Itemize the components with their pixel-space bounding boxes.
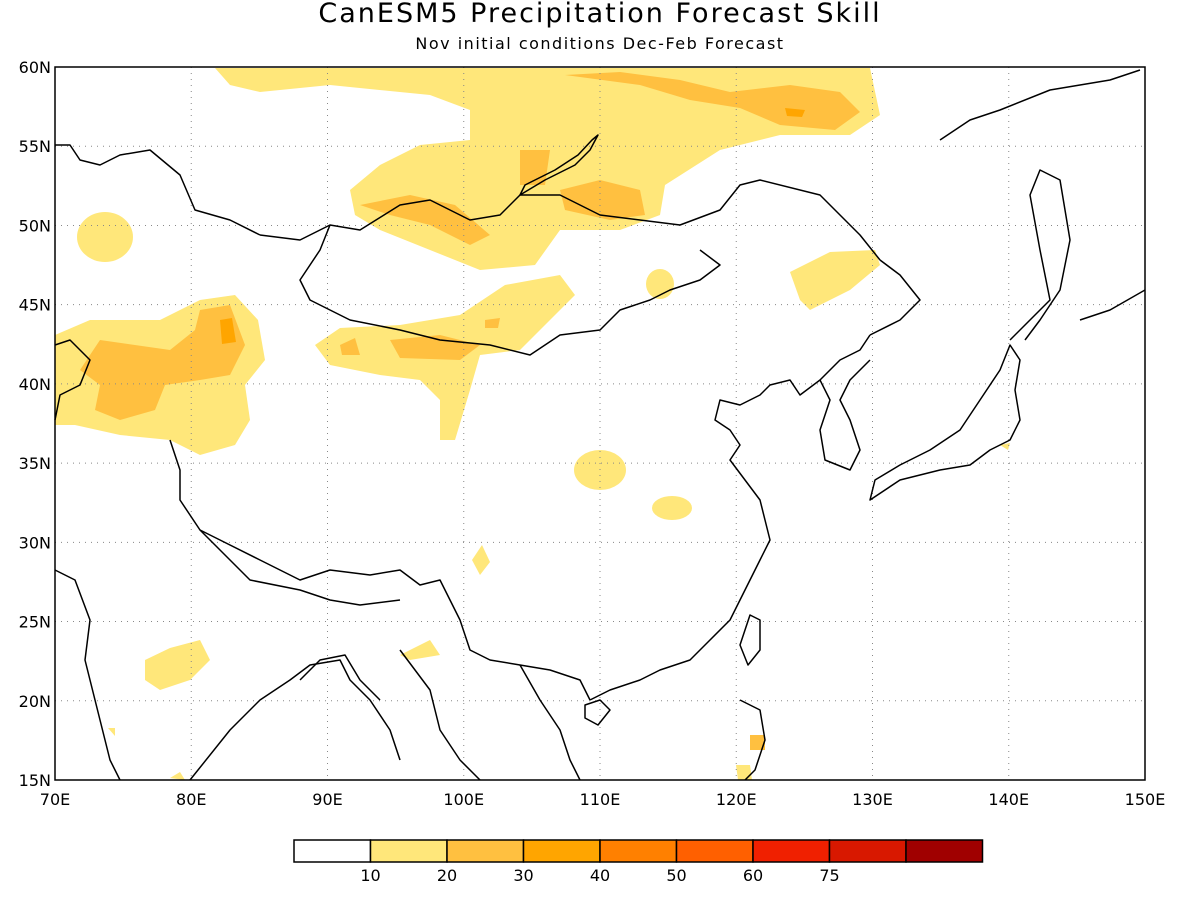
longitude-label: 80E xyxy=(176,790,206,809)
skill-region-mid xyxy=(750,735,765,750)
longitude-label: 70E xyxy=(40,790,70,809)
latitude-label: 40N xyxy=(19,375,51,394)
longitude-label: 110E xyxy=(580,790,621,809)
legend-swatch xyxy=(828,839,907,863)
coastlines-and-borders xyxy=(54,69,1146,781)
latitude-label: 35N xyxy=(19,454,51,473)
skill-region-dark xyxy=(220,318,236,344)
latitude-labels: 60N 55N 50N 45N 40N 35N 30N 25N 20N 15N xyxy=(19,58,51,790)
map-frame xyxy=(54,66,1146,781)
legend-swatch xyxy=(293,839,372,863)
skill-region-light xyxy=(77,212,133,262)
skill-region-light xyxy=(400,640,440,660)
legend-swatch xyxy=(369,839,448,863)
color-legend xyxy=(293,839,984,863)
skill-region-light xyxy=(790,250,880,310)
latitude-label: 15N xyxy=(19,771,51,790)
skill-region-mid xyxy=(485,318,500,328)
page-title: CanESM5 Precipitation Forecast Skill xyxy=(318,0,882,29)
skill-region-mid xyxy=(360,195,490,245)
latitude-label: 55N xyxy=(19,137,51,156)
legend-swatch xyxy=(905,839,984,863)
legend-level-label: 40 xyxy=(590,866,610,885)
legend-swatch xyxy=(675,839,754,863)
legend-swatch xyxy=(752,839,831,863)
longitude-label: 130E xyxy=(852,790,893,809)
skill-shading xyxy=(55,68,1010,780)
longitude-label: 100E xyxy=(443,790,484,809)
latitude-label: 60N xyxy=(19,58,51,77)
legend-level-label: 10 xyxy=(360,866,380,885)
skill-region-mid xyxy=(565,72,860,130)
legend-swatch xyxy=(599,839,678,863)
skill-region-light xyxy=(170,772,185,780)
latitude-label: 20N xyxy=(19,692,51,711)
latitude-label: 30N xyxy=(19,533,51,552)
skill-region-mid xyxy=(340,338,360,355)
longitude-label: 140E xyxy=(988,790,1029,809)
longitude-label: 90E xyxy=(312,790,342,809)
legend-level-label: 75 xyxy=(819,866,839,885)
longitude-label: 150E xyxy=(1125,790,1166,809)
skill-region-light xyxy=(108,728,115,736)
latitude-label: 50N xyxy=(19,216,51,235)
page-subtitle: Nov initial conditions Dec-Feb Forecast xyxy=(415,34,785,53)
skill-region-light xyxy=(145,640,210,690)
skill-region-light xyxy=(215,68,880,270)
map-gridlines xyxy=(55,67,1145,780)
skill-region-light xyxy=(1000,443,1010,450)
color-legend-labels: 10 20 30 40 50 60 75 xyxy=(360,866,839,885)
longitude-label: 120E xyxy=(716,790,757,809)
legend-level-label: 20 xyxy=(437,866,457,885)
latitude-label: 45N xyxy=(19,296,51,315)
longitude-labels: 70E 80E 90E 100E 110E 120E 130E 140E 150E xyxy=(40,790,1166,809)
skill-region-dark xyxy=(785,108,805,117)
legend-swatch xyxy=(446,839,525,863)
skill-region-light xyxy=(736,765,752,780)
latitude-label: 25N xyxy=(19,613,51,632)
legend-level-label: 50 xyxy=(666,866,686,885)
legend-level-label: 60 xyxy=(743,866,763,885)
skill-region-mid xyxy=(80,305,245,420)
legend-swatch xyxy=(522,839,601,863)
legend-level-label: 30 xyxy=(513,866,533,885)
skill-region-light xyxy=(652,496,692,520)
skill-region-mid xyxy=(560,180,645,220)
skill-region-light xyxy=(472,545,490,575)
